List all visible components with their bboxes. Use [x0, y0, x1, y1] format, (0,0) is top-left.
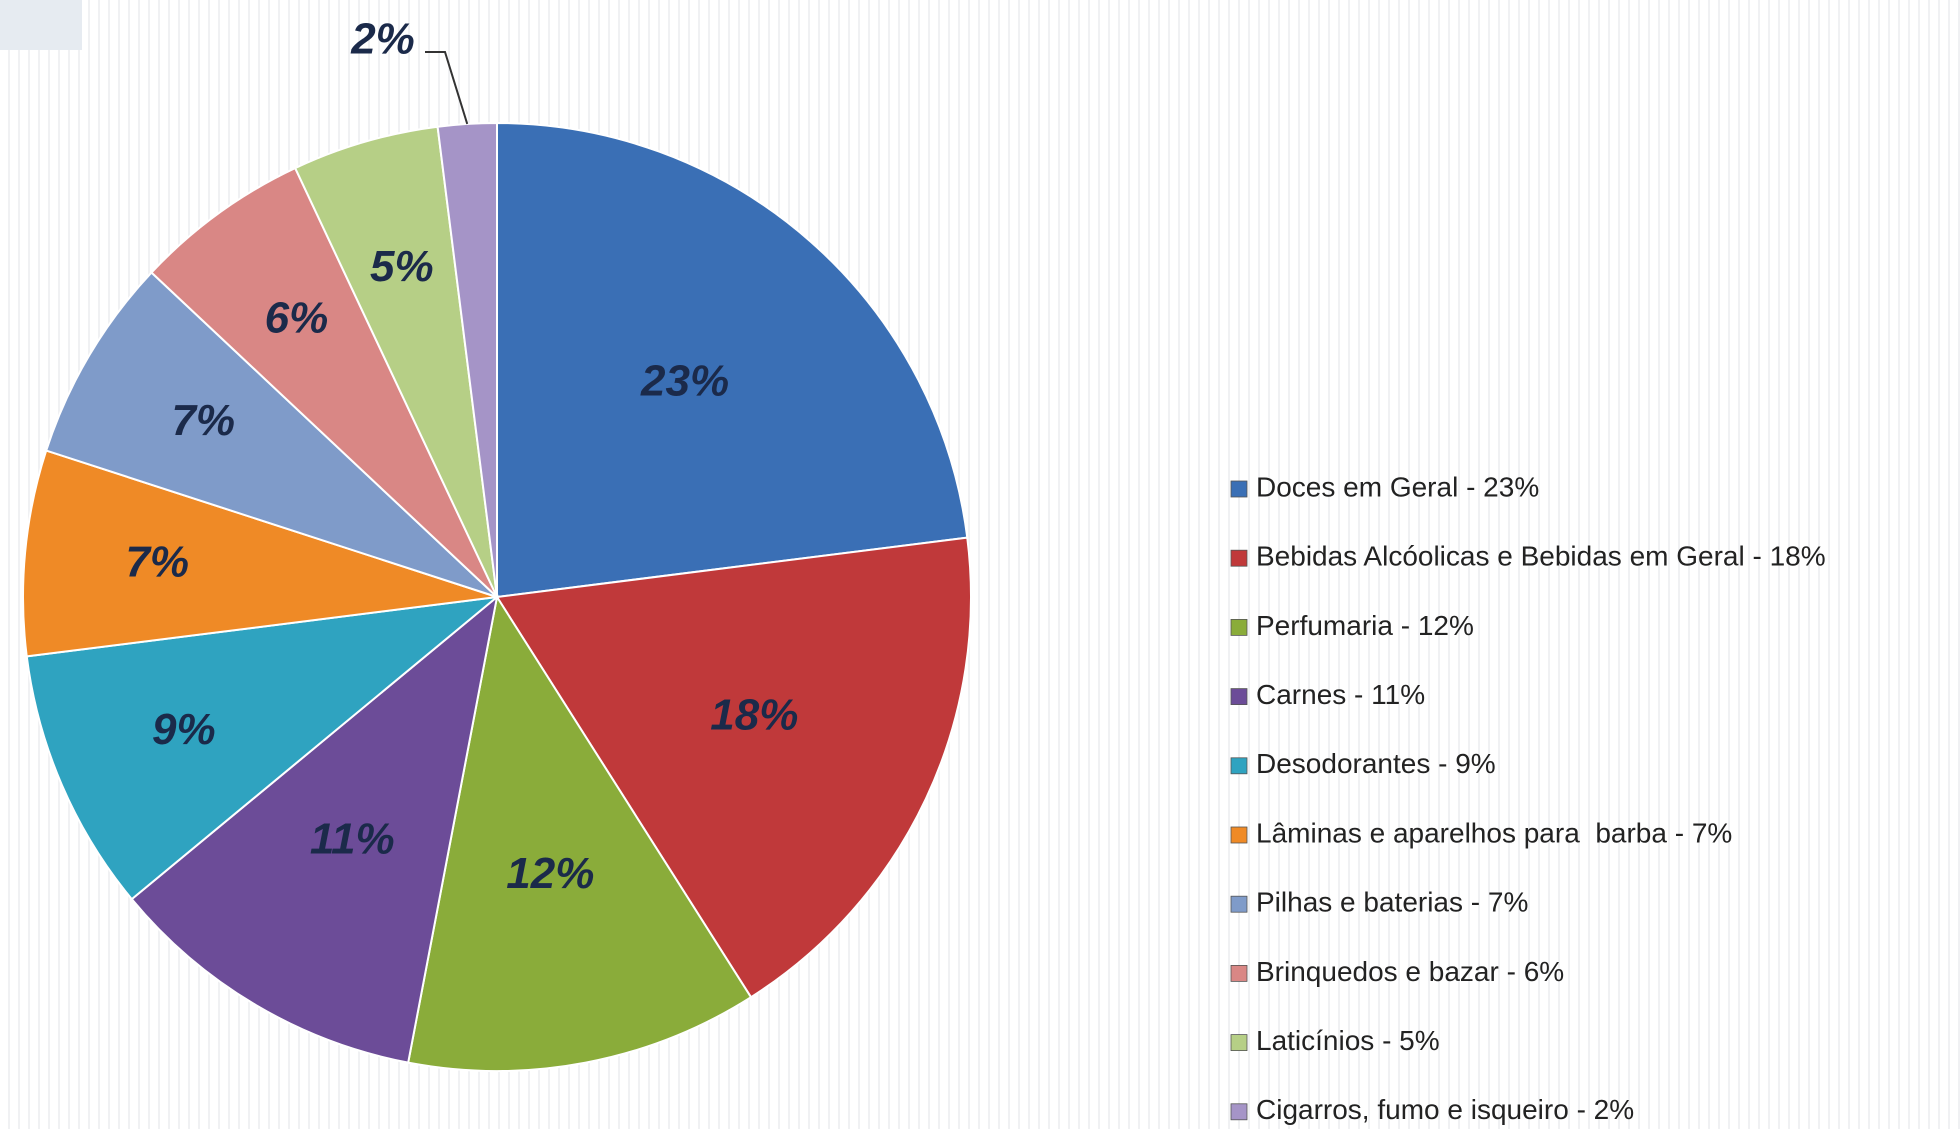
legend-label: Bebidas Alcóolicas e Bebidas em Geral - … — [1256, 541, 1826, 572]
legend-swatch — [1230, 688, 1248, 705]
pie-slice — [150, 166, 498, 598]
data-label: 12% — [506, 849, 594, 898]
legend-swatch — [1230, 619, 1248, 636]
legend-label: Desodorantes - 9% — [1256, 748, 1496, 779]
data-label: 7% — [125, 538, 189, 587]
pie-slice — [407, 594, 753, 1072]
data-label: 11% — [310, 814, 395, 863]
legend-label: Laticínios - 5% — [1256, 1025, 1440, 1056]
legend-swatch — [1230, 895, 1248, 913]
legend-swatch — [1230, 757, 1248, 775]
pie-slice — [496, 121, 969, 599]
legend-label: Cigarros, fumo e isqueiro - 2% — [1256, 1094, 1634, 1125]
pie-slice — [25, 595, 501, 901]
pie-slice — [495, 536, 972, 999]
pie-slice — [436, 121, 498, 598]
legend-swatch — [1230, 480, 1248, 498]
legend-label: Carnes - 11% — [1256, 679, 1425, 710]
legend-label: Pilhas e baterias - 7% — [1256, 887, 1528, 918]
legend-swatch — [1230, 826, 1248, 844]
legend-swatch — [1230, 965, 1248, 982]
pie-slice — [44, 271, 498, 598]
data-label: 9% — [152, 705, 216, 754]
legend-swatch — [1230, 549, 1248, 567]
pie-slice — [130, 594, 499, 1064]
data-label: 2% — [350, 15, 415, 64]
leader-line — [425, 51, 469, 125]
legend-label: Lâminas e aparelhos para barba - 7% — [1256, 817, 1732, 848]
data-label: 7% — [171, 396, 235, 445]
pie-slice — [293, 125, 498, 598]
corner-box — [0, 0, 82, 50]
legend-swatch — [1230, 1034, 1248, 1051]
legend-label: Perfumaria - 12% — [1256, 610, 1474, 641]
legend-label: Brinquedos e bazar - 6% — [1256, 956, 1564, 987]
data-label: 5% — [370, 242, 434, 291]
data-label: 23% — [640, 356, 729, 405]
pie-slice — [22, 449, 498, 658]
legend-label: Doces em Geral - 23% — [1256, 471, 1539, 502]
data-label: 6% — [265, 294, 329, 343]
legend-swatch — [1230, 1103, 1248, 1121]
data-label: 18% — [710, 691, 798, 740]
